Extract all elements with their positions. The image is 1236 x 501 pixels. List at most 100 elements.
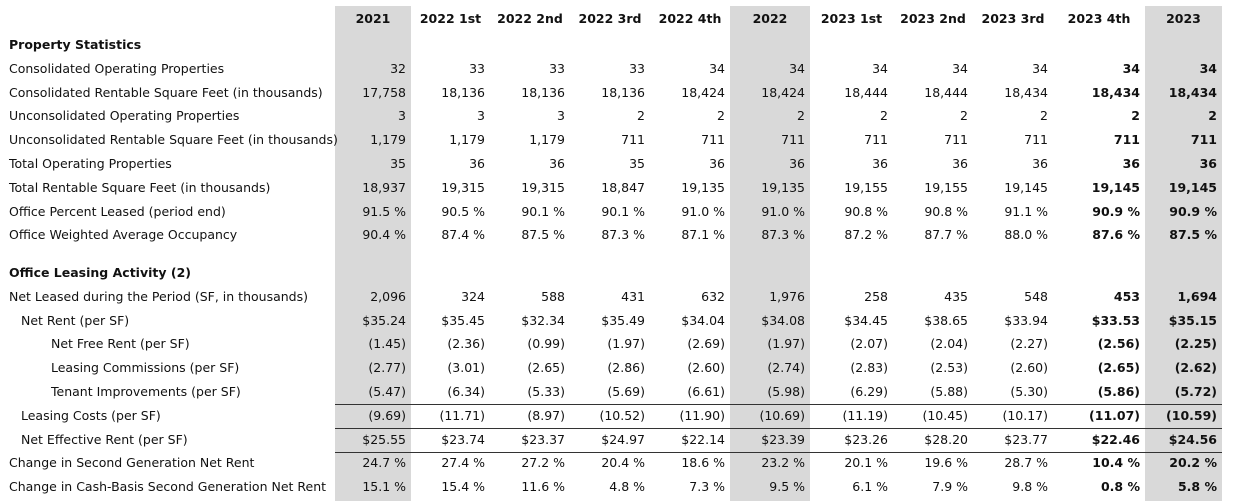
value-cell: (2.65)	[527, 360, 565, 376]
value-cell: 34	[1122, 60, 1140, 76]
value-cell: (2.04)	[930, 336, 968, 352]
column-header: 2022 3rd	[578, 11, 642, 26]
value-cell: 18,434	[1091, 84, 1140, 100]
value-cell: 632	[701, 288, 725, 304]
row-label: Leasing Costs (per SF)	[21, 407, 161, 423]
value-cell: (9.69)	[368, 407, 406, 423]
value-cell: $32.34	[521, 312, 565, 328]
value-cell: 91.0 %	[761, 203, 805, 219]
value-cell: (6.61)	[687, 384, 725, 399]
value-cell: 19,135	[681, 179, 725, 195]
value-cell: 23.2 %	[761, 455, 805, 471]
value-cell: 90.4 %	[362, 227, 406, 243]
value-cell: 18,847	[601, 179, 645, 195]
row-label: Consolidated Operating Properties	[9, 60, 225, 76]
value-cell: 258	[864, 288, 888, 304]
value-cell: 19.6 %	[924, 455, 968, 471]
value-cell: (2.27)	[1010, 336, 1048, 352]
value-cell: 36	[709, 156, 725, 171]
value-cell: 1,976	[769, 288, 805, 304]
value-cell: 711	[1190, 132, 1217, 148]
value-cell: 18,444	[844, 84, 888, 100]
value-cell: (11.71)	[439, 407, 485, 423]
value-cell: 36	[789, 156, 805, 171]
value-cell: 711	[621, 132, 645, 148]
value-cell: $33.94	[1004, 312, 1048, 328]
row-label: Change in Cash-Basis Second Generation N…	[9, 479, 327, 495]
section-title: Property Statistics	[9, 37, 142, 52]
value-cell: 36	[1032, 156, 1048, 171]
value-cell: 87.1 %	[681, 227, 725, 243]
value-cell: (2.36)	[447, 336, 485, 352]
value-cell: $35.24	[362, 312, 406, 328]
row-rule	[335, 452, 1222, 453]
value-cell: (1.45)	[368, 336, 406, 352]
value-cell: (2.74)	[767, 360, 805, 376]
value-cell: 91.5 %	[362, 203, 406, 219]
value-cell: 18,424	[681, 84, 725, 100]
value-cell: (2.86)	[607, 360, 645, 376]
value-cell: 87.2 %	[844, 227, 888, 243]
value-cell: 1,179	[370, 132, 406, 148]
row-label: Net Rent (per SF)	[21, 312, 130, 328]
value-cell: 36	[469, 156, 485, 171]
value-cell: 588	[541, 288, 565, 304]
row-label: Office Weighted Average Occupancy	[9, 227, 238, 243]
value-cell: 20.4 %	[601, 455, 645, 471]
value-cell: 431	[621, 288, 645, 304]
value-cell: 17,758	[362, 84, 406, 100]
row-rule	[335, 404, 1222, 405]
value-cell: (2.62)	[1174, 360, 1217, 376]
value-cell: 88.0 %	[1004, 227, 1048, 243]
value-cell: (2.56)	[1097, 336, 1140, 352]
value-cell: $25.55	[362, 431, 406, 447]
value-cell: 9.8 %	[1012, 479, 1048, 495]
value-cell: (5.69)	[607, 384, 645, 399]
value-cell: (5.47)	[368, 384, 406, 399]
value-cell: 9.5 %	[769, 479, 805, 495]
column-shade	[1145, 6, 1222, 501]
value-cell: (10.59)	[1166, 407, 1217, 423]
value-cell: (0.99)	[527, 336, 565, 352]
value-cell: (3.01)	[447, 360, 485, 376]
value-cell: 19,155	[924, 179, 968, 195]
value-cell: $34.08	[761, 312, 805, 328]
value-cell: (2.83)	[850, 360, 888, 376]
value-cell: 1,179	[529, 132, 565, 148]
value-cell: 1,179	[449, 132, 485, 148]
value-cell: 33	[549, 60, 565, 76]
value-cell: 18,136	[441, 84, 485, 100]
value-cell: 19,135	[761, 179, 805, 195]
value-cell: (2.53)	[930, 360, 968, 376]
value-cell: (5.30)	[1010, 384, 1048, 399]
value-cell: 34	[1032, 60, 1048, 76]
value-cell: $35.45	[441, 312, 485, 328]
value-cell: 24.7 %	[362, 455, 406, 471]
value-cell: (5.98)	[767, 384, 805, 399]
value-cell: (6.29)	[850, 384, 888, 399]
value-cell: 19,145	[1091, 179, 1140, 195]
section-title: Office Leasing Activity (2)	[9, 265, 191, 280]
value-cell: 35	[629, 156, 645, 171]
value-cell: 36	[872, 156, 888, 171]
value-cell: 90.9 %	[1169, 203, 1217, 219]
value-cell: 87.5 %	[1169, 227, 1217, 243]
value-cell: 2	[960, 108, 968, 124]
row-label: Net Leased during the Period (SF, in tho…	[9, 288, 308, 304]
value-cell: $35.49	[601, 312, 645, 328]
column-header: 2023 3rd	[981, 11, 1045, 26]
value-cell: 18.6 %	[681, 455, 725, 471]
value-cell: 2	[1131, 108, 1140, 124]
row-label: Total Operating Properties	[9, 156, 172, 171]
value-cell: 18,444	[924, 84, 968, 100]
value-cell: 36	[1199, 156, 1217, 171]
value-cell: 19,315	[521, 179, 565, 195]
value-cell: 90.1 %	[521, 203, 565, 219]
column-header: 2023 1st	[820, 11, 883, 26]
value-cell: 36	[549, 156, 565, 171]
value-cell: 33	[469, 60, 485, 76]
value-cell: 20.1 %	[844, 455, 888, 471]
row-label: Change in Second Generation Net Rent	[9, 455, 255, 471]
value-cell: (2.07)	[850, 336, 888, 352]
